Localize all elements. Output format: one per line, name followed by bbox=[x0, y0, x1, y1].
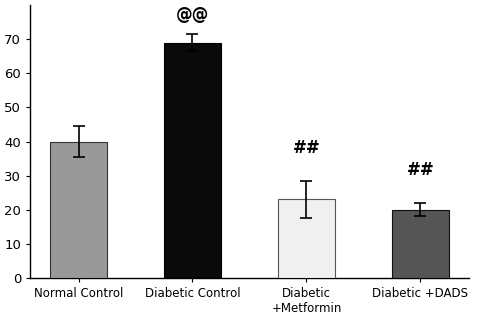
Bar bbox=[164, 43, 221, 278]
Text: ##: ## bbox=[293, 139, 320, 157]
Bar bbox=[278, 199, 335, 278]
Text: @@: @@ bbox=[176, 6, 209, 24]
Bar bbox=[50, 142, 107, 278]
Text: ##: ## bbox=[407, 161, 434, 179]
Bar bbox=[392, 210, 449, 278]
